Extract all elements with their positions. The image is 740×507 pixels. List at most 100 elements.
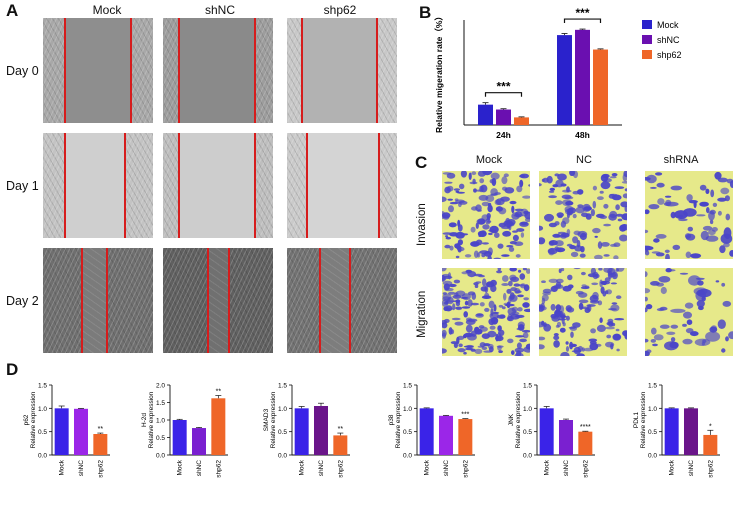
stained-cell: [455, 255, 460, 259]
stained-cell: [488, 318, 495, 326]
stained-cell: [665, 253, 670, 259]
stained-cell: [584, 307, 591, 313]
stained-cell: [566, 186, 570, 193]
stained-cell: [448, 291, 456, 295]
stained-cell: [458, 201, 462, 208]
y-tick-label: 0.5: [156, 435, 165, 442]
stained-cell: [729, 250, 733, 257]
y-tick-label: 0.5: [278, 429, 287, 436]
stained-cell: [592, 227, 601, 234]
stained-cell: [519, 173, 529, 179]
stained-cell: [548, 248, 555, 256]
cell-layer-right: [255, 133, 273, 238]
migrated-cells: [208, 248, 229, 353]
stained-cell: [490, 193, 498, 196]
cell-layer-right: [379, 133, 397, 238]
panel-label-b: B: [419, 3, 432, 22]
c-row-label-migration: Migration: [416, 290, 428, 338]
stained-cell: [509, 292, 515, 300]
stained-cell: [448, 222, 457, 228]
scratch-edge-left: [178, 133, 180, 238]
stained-cell: [507, 338, 514, 344]
stained-cell: [645, 229, 649, 234]
x-tick-label: Mock: [669, 459, 676, 475]
stained-cell: [442, 268, 447, 272]
stained-cell: [479, 302, 485, 307]
stained-cell: [495, 198, 505, 206]
scratch-gap: [179, 18, 255, 123]
stained-cell: [596, 324, 606, 332]
stained-cell: [700, 230, 709, 241]
stained-cell: [487, 204, 493, 213]
stained-cell: [657, 198, 665, 205]
stained-cell: [513, 283, 520, 287]
stained-cell: [579, 253, 586, 258]
stained-cell: [565, 341, 569, 345]
scratch-edge-left: [207, 248, 209, 353]
stained-cell: [497, 243, 504, 249]
y-tick-label: 0.0: [523, 453, 532, 460]
stained-cell: [728, 331, 733, 340]
stained-cell: [567, 284, 574, 289]
stained-cell: [609, 176, 617, 179]
stained-cell: [714, 171, 722, 180]
stained-cell: [539, 237, 546, 245]
stained-cell: [611, 173, 618, 177]
stained-cell: [468, 172, 472, 180]
bar-mock: [539, 408, 554, 455]
stained-cell: [649, 186, 657, 189]
stained-cell: [483, 251, 493, 257]
stained-cell: [460, 171, 467, 178]
stained-cell: [664, 249, 670, 253]
cell-layer-right: [255, 18, 273, 123]
x-tick-label: shp62: [707, 460, 714, 478]
stained-cell: [613, 255, 619, 259]
stained-cell: [522, 332, 529, 339]
stained-cell: [619, 224, 627, 231]
y-tick-label: 0.0: [648, 453, 657, 460]
stained-cell: [648, 204, 660, 210]
x-tick-label: Mock: [544, 459, 551, 475]
stained-cell: [717, 197, 727, 202]
bar-24h-mock: [478, 104, 493, 125]
stained-cell: [603, 203, 609, 209]
stained-cell: [610, 343, 614, 350]
y-tick-label: 1.5: [278, 383, 287, 390]
stained-cell: [562, 199, 572, 207]
stained-cell: [471, 171, 477, 176]
stained-cell: [472, 178, 476, 185]
stained-cell: [725, 213, 731, 221]
stained-cell: [579, 232, 587, 241]
stained-cell: [487, 202, 492, 207]
stained-cell: [489, 225, 499, 234]
stained-cell: [447, 272, 452, 280]
legend-label-shnc: shNC: [657, 35, 680, 45]
stained-cell: [610, 282, 618, 285]
stained-cell: [445, 300, 455, 303]
stained-cell: [466, 333, 477, 341]
cell-layer-left: [43, 248, 82, 353]
stained-cell: [475, 313, 484, 318]
scratch-edge-right: [130, 18, 132, 123]
stained-cell: [481, 242, 489, 245]
stained-cell: [645, 271, 648, 277]
stained-cell: [679, 272, 689, 275]
panel-label-c: C: [415, 153, 428, 172]
stained-cell: [541, 280, 546, 283]
stained-cell: [712, 202, 718, 207]
panel-label-d: D: [6, 360, 19, 379]
legend-swatch-mock: [642, 20, 652, 29]
stained-cell: [690, 331, 699, 337]
significance-label: **: [338, 426, 344, 433]
bar-48h-shp62: [593, 49, 608, 125]
scratch-gap: [65, 18, 131, 123]
stained-cell: [480, 230, 487, 237]
y-tick-label: 0.0: [156, 453, 165, 460]
stained-cell: [587, 273, 598, 278]
stained-cell: [582, 203, 591, 212]
stained-cell: [550, 241, 554, 244]
stained-cell: [645, 250, 650, 256]
stained-cell: [592, 185, 597, 191]
col-header-shp62: shp62: [323, 3, 357, 17]
scratch-edge-left: [319, 248, 321, 353]
